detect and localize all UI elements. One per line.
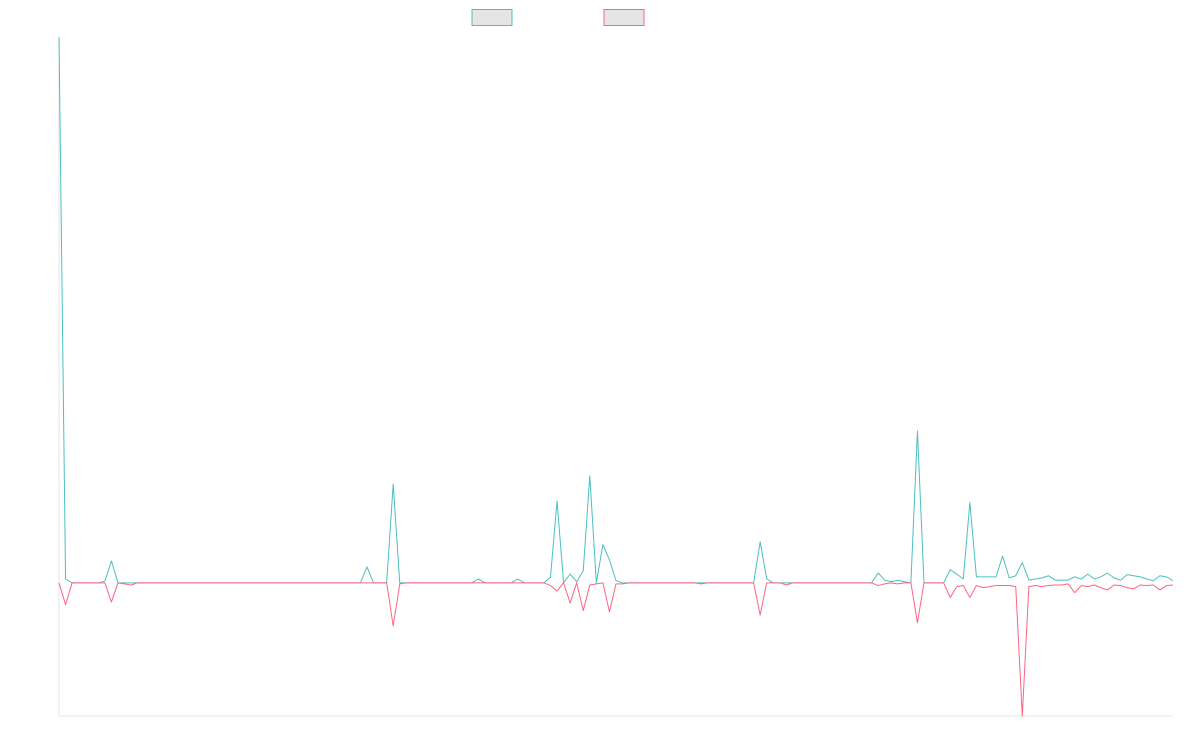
series-line (58, 582, 1174, 717)
series-line (58, 36, 1174, 584)
legend-swatch[interactable] (471, 9, 513, 26)
legend-swatch[interactable] (603, 9, 645, 26)
